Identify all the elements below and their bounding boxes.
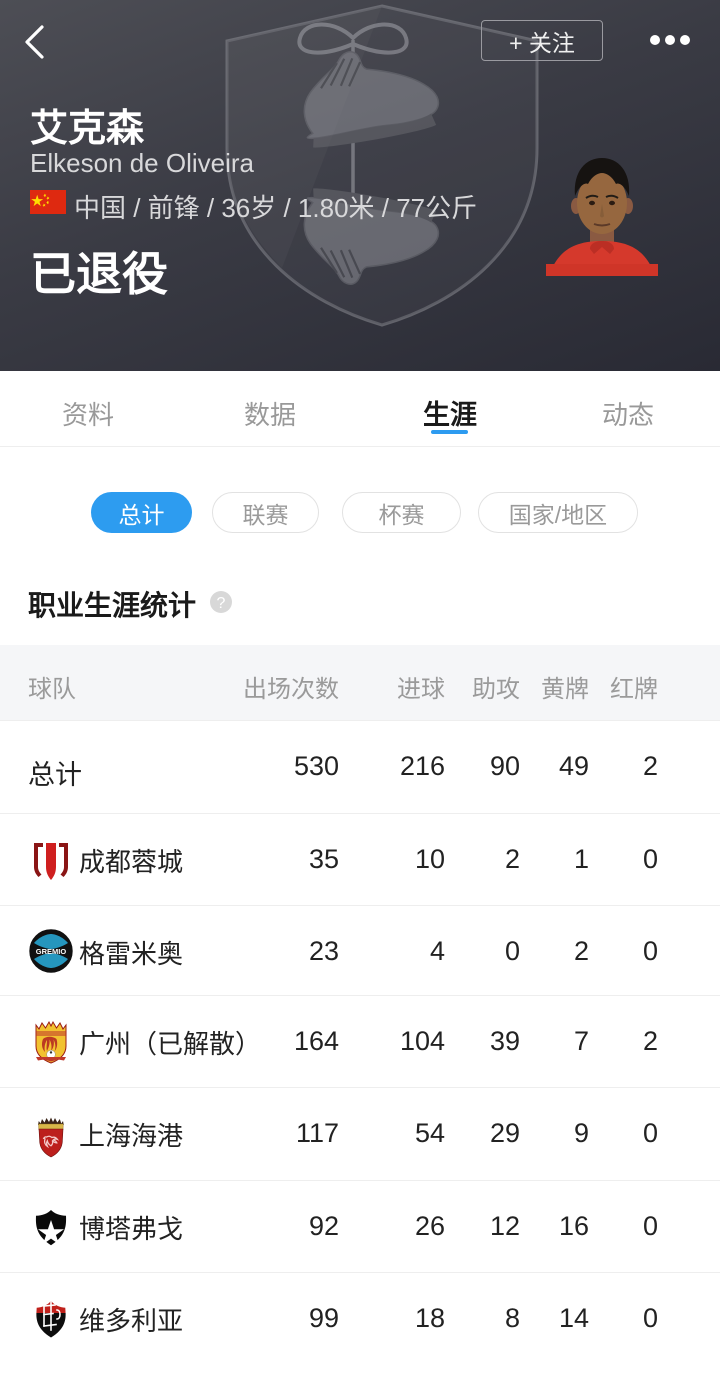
svg-text:?: ? bbox=[217, 595, 226, 612]
